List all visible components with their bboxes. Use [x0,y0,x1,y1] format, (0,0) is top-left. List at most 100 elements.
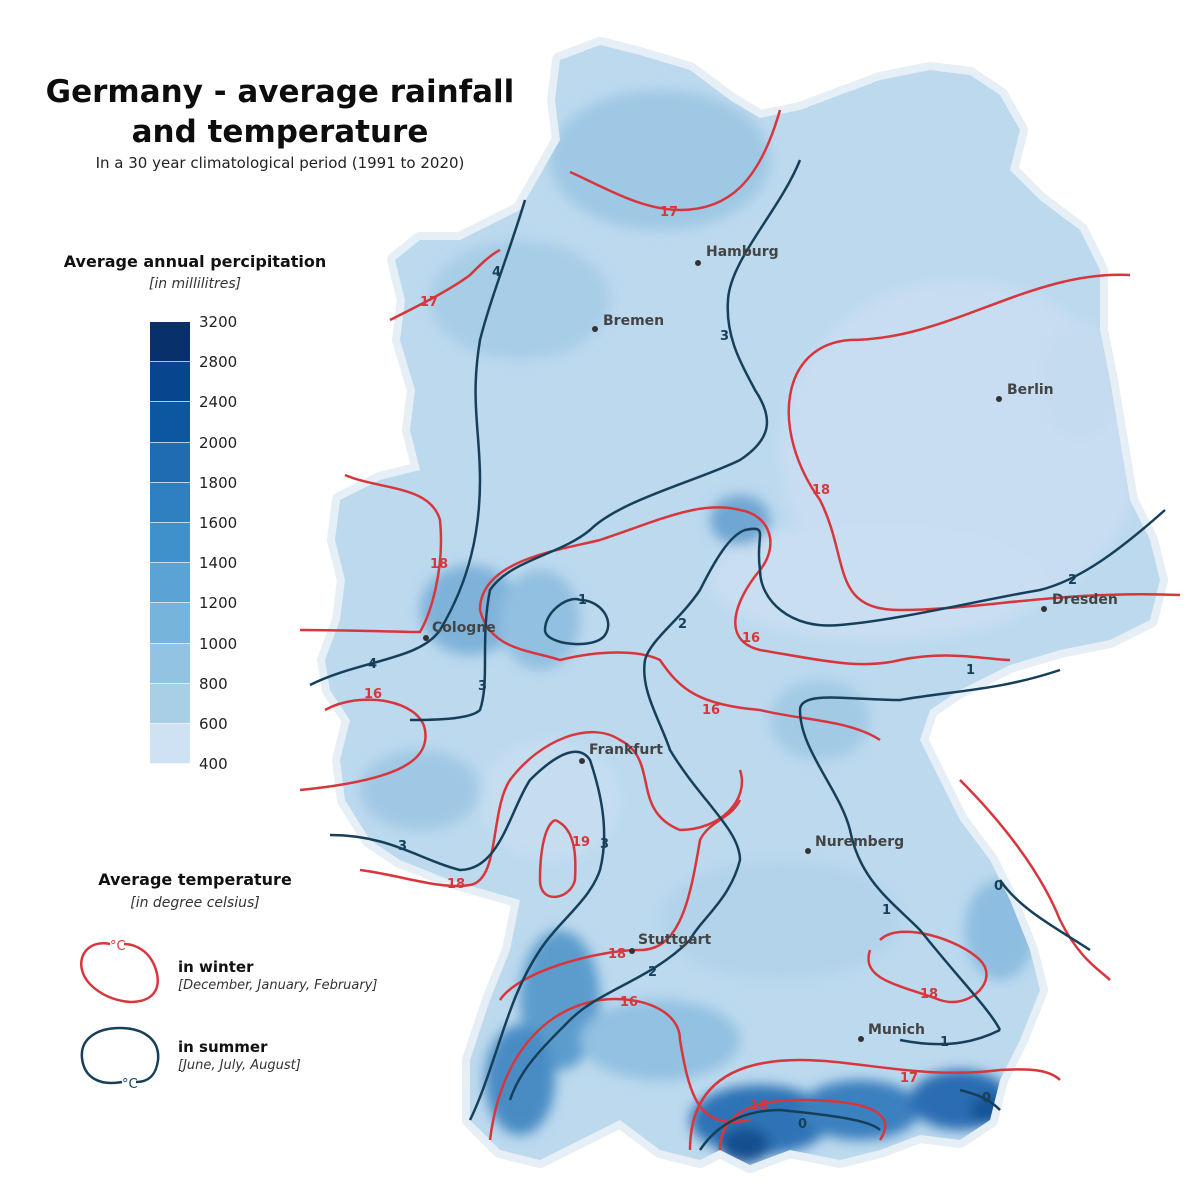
winter-isotherm-16-west [299,698,427,792]
winter-isotherm-18-south [498,799,742,1001]
summer-label: 4 [368,657,377,672]
summer-isotherm-2-south [508,939,691,1101]
summer-label: 2 [678,617,687,632]
winter-label: 18 [920,987,938,1002]
winter-label: 18 [812,483,830,498]
winter-isotherm-18-se [867,930,988,1004]
precipitation-field [325,45,1160,1165]
summer-isotherm-0-alps [698,1108,881,1151]
winter-isotherm-18-west [299,473,443,634]
winter-key-symbol: °C [110,939,126,954]
summer-isotherm-0-se [959,1088,1001,1111]
winter-isotherm-16-south [478,609,881,742]
scale-tick-label: 1800 [199,473,238,492]
city-label-munich: Munich [868,1022,925,1038]
summer-label: 2 [1068,573,1077,588]
summer-label: 1 [940,1035,949,1050]
summer-key-symbol: °C [122,1077,138,1092]
winter-isotherm-18-central [359,730,744,888]
summer-label: 0 [982,1091,991,1106]
city-marker-stuttgart [629,948,635,954]
summer-label: 0 [798,1117,807,1132]
scale-step [150,362,190,403]
summer-label: 1 [966,663,975,678]
winter-label: 19 [572,835,590,850]
scale-tick-label: 1000 [199,634,238,653]
scale-tick-label: 2000 [199,433,238,452]
city-marker-bremen [592,326,598,332]
scale-step [150,442,190,483]
winter-key-icon [79,942,159,1004]
summer-isotherm-3-south [329,750,606,1121]
scale-tick-label: 2800 [199,353,238,372]
scale-tick-label: 600 [199,714,228,733]
city-marker-frankfurt [579,758,585,764]
winter-isotherm-labels: 17 17 18 18 16 16 16 18 19 18 16 18 17 1… [364,205,938,1114]
city-marker-berlin [996,396,1002,402]
city-label-bremen: Bremen [603,313,665,329]
summer-isotherm-labels: 4 4 3 3 1 2 2 1 3 3 2 0 1 1 0 0 [368,265,1077,1132]
winter-label: 18 [430,557,448,572]
winter-label: 18 [608,947,626,962]
summer-key-icon [80,1026,160,1085]
winter-isotherm-16-sw [488,997,751,1141]
scale-step [150,522,190,564]
summer-key-months: [June, July, August] [178,1058,301,1073]
precip-legend-unit: [in millilitres] [148,276,242,292]
winter-label: 17 [660,205,678,220]
scale-tick-label: 2400 [199,393,238,412]
winter-label: 17 [420,295,438,310]
city-marker-munich [858,1036,864,1042]
scale-step [150,563,190,604]
summer-label: 3 [720,329,729,344]
winter-label: 17 [900,1071,918,1086]
scale-step [150,643,190,684]
city-marker-hamburg [695,260,701,266]
winter-isotherm-17-west [389,248,501,322]
scale-tick-label: 1400 [199,554,238,573]
precip-color-scale [150,322,190,765]
winter-label: 16 [742,631,760,646]
winter-key-label: in winter [178,958,254,976]
summer-key-label: in summer [178,1038,268,1056]
winter-label: 16 [702,703,720,718]
summer-label: 2 [648,965,657,980]
summer-label: 1 [578,593,587,608]
scale-tick-label: 1600 [199,513,238,532]
summer-label: 3 [398,839,407,854]
temp-legend-heading: Average temperature [98,870,292,889]
map-title: Germany - average rainfall and temperatu… [45,74,515,150]
summer-isotherm-1-central [543,597,610,646]
winter-isotherm-17-south [688,1058,1061,1151]
scale-tick-label: 800 [199,674,228,693]
summer-isotherm-1-east [798,668,1061,1031]
winter-label: 16 [364,687,382,702]
scale-tick-label: 1200 [199,594,238,613]
city-label-stuttgart: Stuttgart [638,932,712,948]
scale-step [150,402,190,443]
winter-label: 18 [447,877,465,892]
city-label-frankfurt: Frankfurt [589,742,663,758]
city-marker-nuremberg [805,848,811,854]
summer-isotherm-0-east [998,879,1091,952]
temp-key-symbols: °C °C [79,939,160,1092]
summer-label: 0 [994,879,1003,894]
scale-step [150,482,190,523]
city-marker-cologne [423,635,429,641]
city-label-nuremberg: Nuremberg [815,834,905,850]
winter-isotherm-18-east [787,273,1181,612]
summer-label: 3 [600,837,609,852]
summer-isotherm-4 [309,199,527,687]
city-label-berlin: Berlin [1007,382,1054,398]
city-marker-dresden [1041,606,1047,612]
summer-isotherm-3-north [409,159,802,722]
winter-isotherm-east-border [959,779,1111,981]
scale-step [150,603,190,644]
city-label-hamburg: Hamburg [706,244,779,260]
summer-isotherm-2-central [642,509,1166,941]
scale-step [150,683,190,724]
temp-legend-unit: [in degree celsius] [130,895,260,911]
city-label-cologne: Cologne [432,620,496,636]
summer-isotherms [309,159,1166,1151]
